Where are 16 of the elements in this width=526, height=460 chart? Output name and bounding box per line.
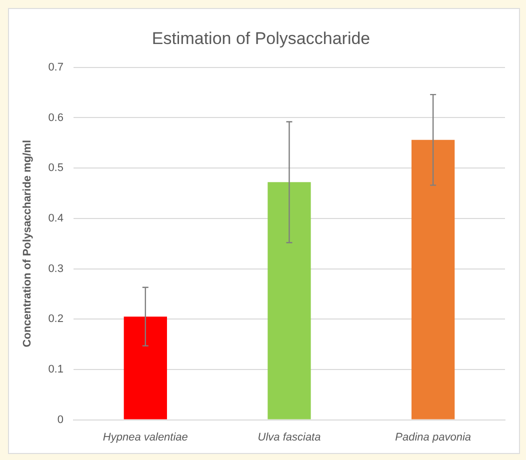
y-tick-label: 0 [57, 414, 64, 426]
bar [268, 182, 311, 420]
bar [124, 316, 167, 420]
bar [412, 140, 455, 420]
y-tick-label: 0.1 [48, 363, 64, 376]
y-axis-title: Concentration of Polysaccharide mg/ml [22, 140, 34, 348]
x-tick-label: Ulva fasciata [258, 431, 321, 444]
y-tick-label: 0.2 [48, 313, 64, 326]
x-tick-label: Hypnea valentiae [102, 431, 188, 444]
y-tick-label: 0.7 [48, 61, 64, 74]
x-tick-label: Padina pavonia [395, 431, 472, 444]
chart-title: Estimation of Polysaccharide [152, 28, 370, 48]
y-tick-label: 0.3 [48, 262, 64, 275]
y-tick-label: 0.5 [48, 162, 64, 174]
y-tick-label: 0.6 [48, 112, 64, 124]
y-tick-label: 0.4 [48, 212, 64, 224]
